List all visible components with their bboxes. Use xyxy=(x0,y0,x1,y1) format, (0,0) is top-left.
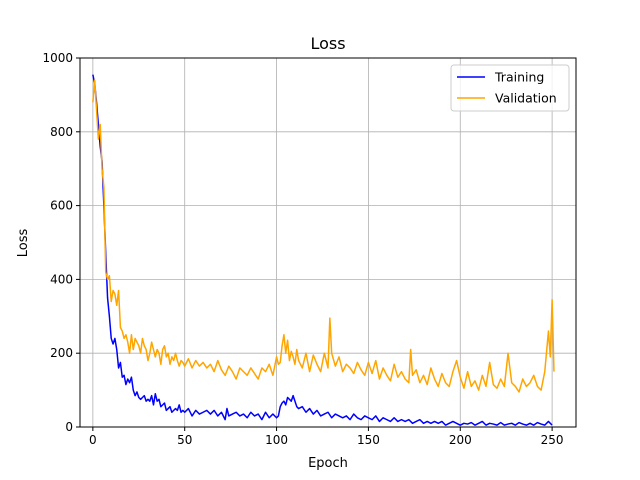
legend-label-validation: Validation xyxy=(495,91,557,106)
x-tick-label: 200 xyxy=(449,433,472,447)
y-tick-label: 800 xyxy=(50,125,73,139)
y-tick-label: 200 xyxy=(50,346,73,360)
chart-title: Loss xyxy=(310,34,345,53)
training-line xyxy=(92,74,553,426)
x-axis-label: Epoch xyxy=(308,456,348,471)
legend-label-training: Training xyxy=(494,70,544,85)
x-tick-label: 100 xyxy=(265,433,288,447)
plot-frame xyxy=(79,57,577,428)
x-tick-label: 50 xyxy=(177,433,192,447)
validation-line xyxy=(92,79,555,393)
y-tick-label: 600 xyxy=(50,199,73,213)
ticks: 0 50 100 150 200 250 0 200 400 600 800 1000 xyxy=(42,51,563,447)
y-tick-label: 400 xyxy=(50,272,73,286)
legend: Training Validation xyxy=(450,64,570,112)
y-axis-label: Loss xyxy=(16,229,31,258)
x-tick-label: 250 xyxy=(541,433,564,447)
y-tick-label: 1000 xyxy=(42,51,73,65)
series-layer xyxy=(92,74,555,426)
x-tick-label: 0 xyxy=(89,433,97,447)
y-tick-label: 0 xyxy=(65,420,73,434)
x-tick-label: 150 xyxy=(357,433,380,447)
